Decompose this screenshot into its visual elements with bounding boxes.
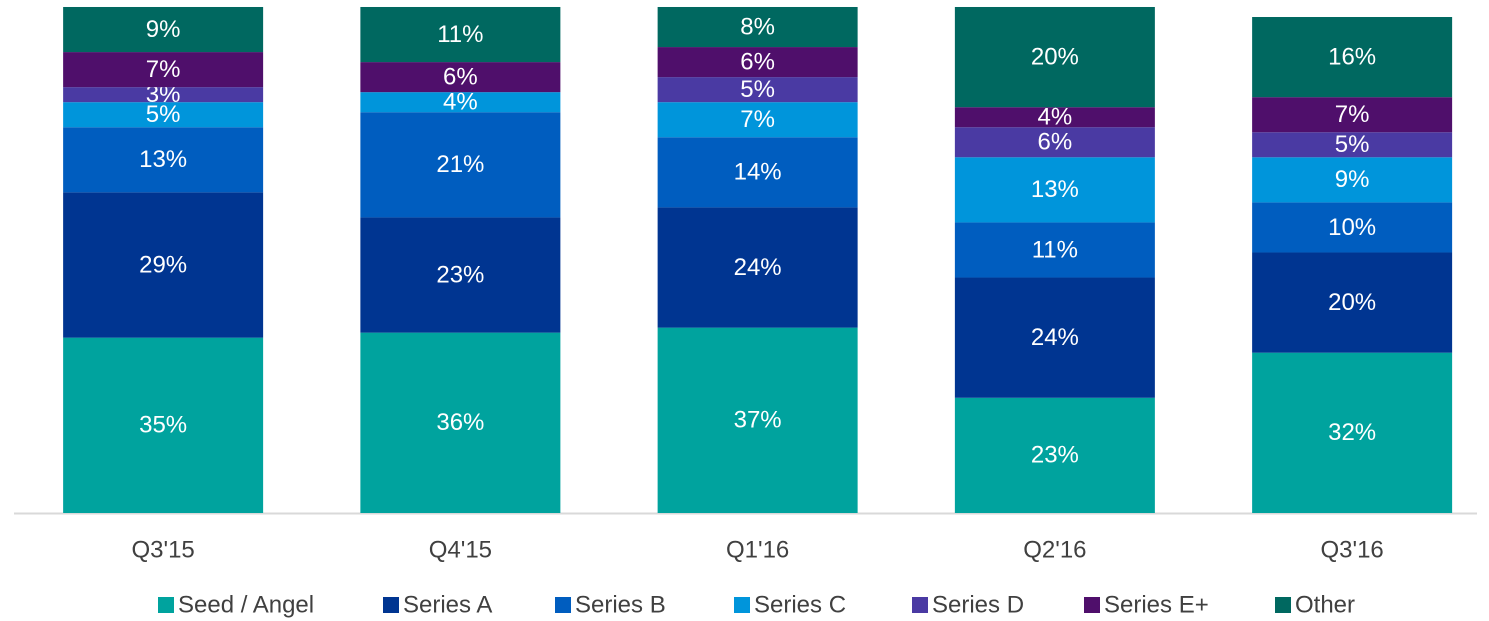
bar-segment [657, 6, 858, 48]
value-label: 6% [740, 48, 775, 75]
value-label: 23% [1031, 442, 1079, 469]
bar-segment [1252, 17, 1453, 98]
bar-segment [1252, 352, 1453, 513]
bar-segment [657, 327, 858, 513]
value-label: 24% [734, 254, 782, 281]
value-label: 13% [139, 146, 187, 173]
x-tick-label: Q3'15 [131, 536, 194, 563]
value-label: 20% [1031, 43, 1079, 70]
value-label: 6% [1038, 129, 1073, 156]
bar-segment [360, 6, 561, 63]
value-label: 5% [146, 101, 181, 128]
value-label: 37% [734, 407, 782, 434]
value-label: 6% [443, 63, 478, 90]
value-label: 5% [740, 76, 775, 103]
bar-segment [360, 62, 561, 93]
bar-segment [1252, 252, 1453, 353]
bar-segment [360, 217, 561, 333]
value-label: 7% [740, 106, 775, 133]
value-label: 8% [740, 13, 775, 40]
bar-segment [657, 102, 858, 138]
bar-segment [63, 127, 264, 193]
bar-segment [1252, 132, 1453, 158]
x-tick-label: Q3'16 [1320, 536, 1383, 563]
value-label: 16% [1328, 43, 1376, 70]
legend-swatch [1275, 597, 1291, 613]
legend-label: Series D [932, 591, 1024, 618]
value-label: 13% [1031, 176, 1079, 203]
legend-label: Series E+ [1104, 591, 1209, 618]
legend-swatch [555, 597, 571, 613]
legend-swatch [734, 597, 750, 613]
bar-segment [360, 92, 561, 113]
legend-label: Other [1295, 591, 1355, 618]
value-label: 9% [1335, 166, 1370, 193]
value-label: 35% [139, 412, 187, 439]
bar-segment [954, 397, 1155, 513]
bar-segment [63, 102, 264, 128]
bar-segment [954, 6, 1155, 108]
value-label: 29% [139, 251, 187, 278]
bar-segment [954, 107, 1155, 128]
bar-segment [63, 192, 264, 338]
bar-segment [63, 6, 264, 53]
bar-segment [657, 207, 858, 328]
legend-swatch [912, 597, 928, 613]
value-label: 20% [1328, 289, 1376, 316]
value-label: 7% [1335, 101, 1370, 128]
value-label: 4% [1038, 104, 1073, 131]
bar-segment [63, 52, 264, 88]
bar-segment [1252, 157, 1453, 203]
bar-segment [1252, 202, 1453, 253]
value-label: 21% [436, 151, 484, 178]
value-label: 4% [443, 89, 478, 116]
value-label: 5% [1335, 131, 1370, 158]
value-label: 14% [734, 159, 782, 186]
legend-label: Seed / Angel [178, 591, 314, 618]
legend-swatch [383, 597, 399, 613]
bar-segment [954, 157, 1155, 223]
legend-swatch [158, 597, 174, 613]
value-label: 10% [1328, 214, 1376, 241]
legend-label: Series B [575, 591, 666, 618]
bar-segment [657, 137, 858, 208]
bar-segment [360, 112, 561, 218]
x-tick-label: Q2'16 [1023, 536, 1086, 563]
x-tick-label: Q1'16 [726, 536, 789, 563]
bar-segment [1252, 97, 1453, 133]
value-label: 36% [436, 409, 484, 436]
value-label: 9% [146, 16, 181, 43]
legend-swatch [1084, 597, 1100, 613]
bar-segment [63, 87, 264, 103]
bar-segment [954, 277, 1155, 398]
value-label: 11% [1032, 236, 1078, 263]
x-tick-label: Q4'15 [429, 536, 492, 563]
bar-segment [657, 77, 858, 103]
legend-label: Series C [754, 591, 846, 618]
bar-segment [954, 127, 1155, 158]
value-label: 32% [1328, 419, 1376, 446]
legend-label: Series A [403, 591, 492, 618]
value-label: 24% [1031, 324, 1079, 351]
bar-segment [63, 337, 264, 513]
bar-segment [954, 222, 1155, 278]
bar-segment [360, 332, 561, 513]
value-label: 7% [146, 56, 181, 83]
bar-segment [657, 47, 858, 78]
value-label: 23% [436, 261, 484, 288]
value-label: 11% [437, 21, 483, 48]
